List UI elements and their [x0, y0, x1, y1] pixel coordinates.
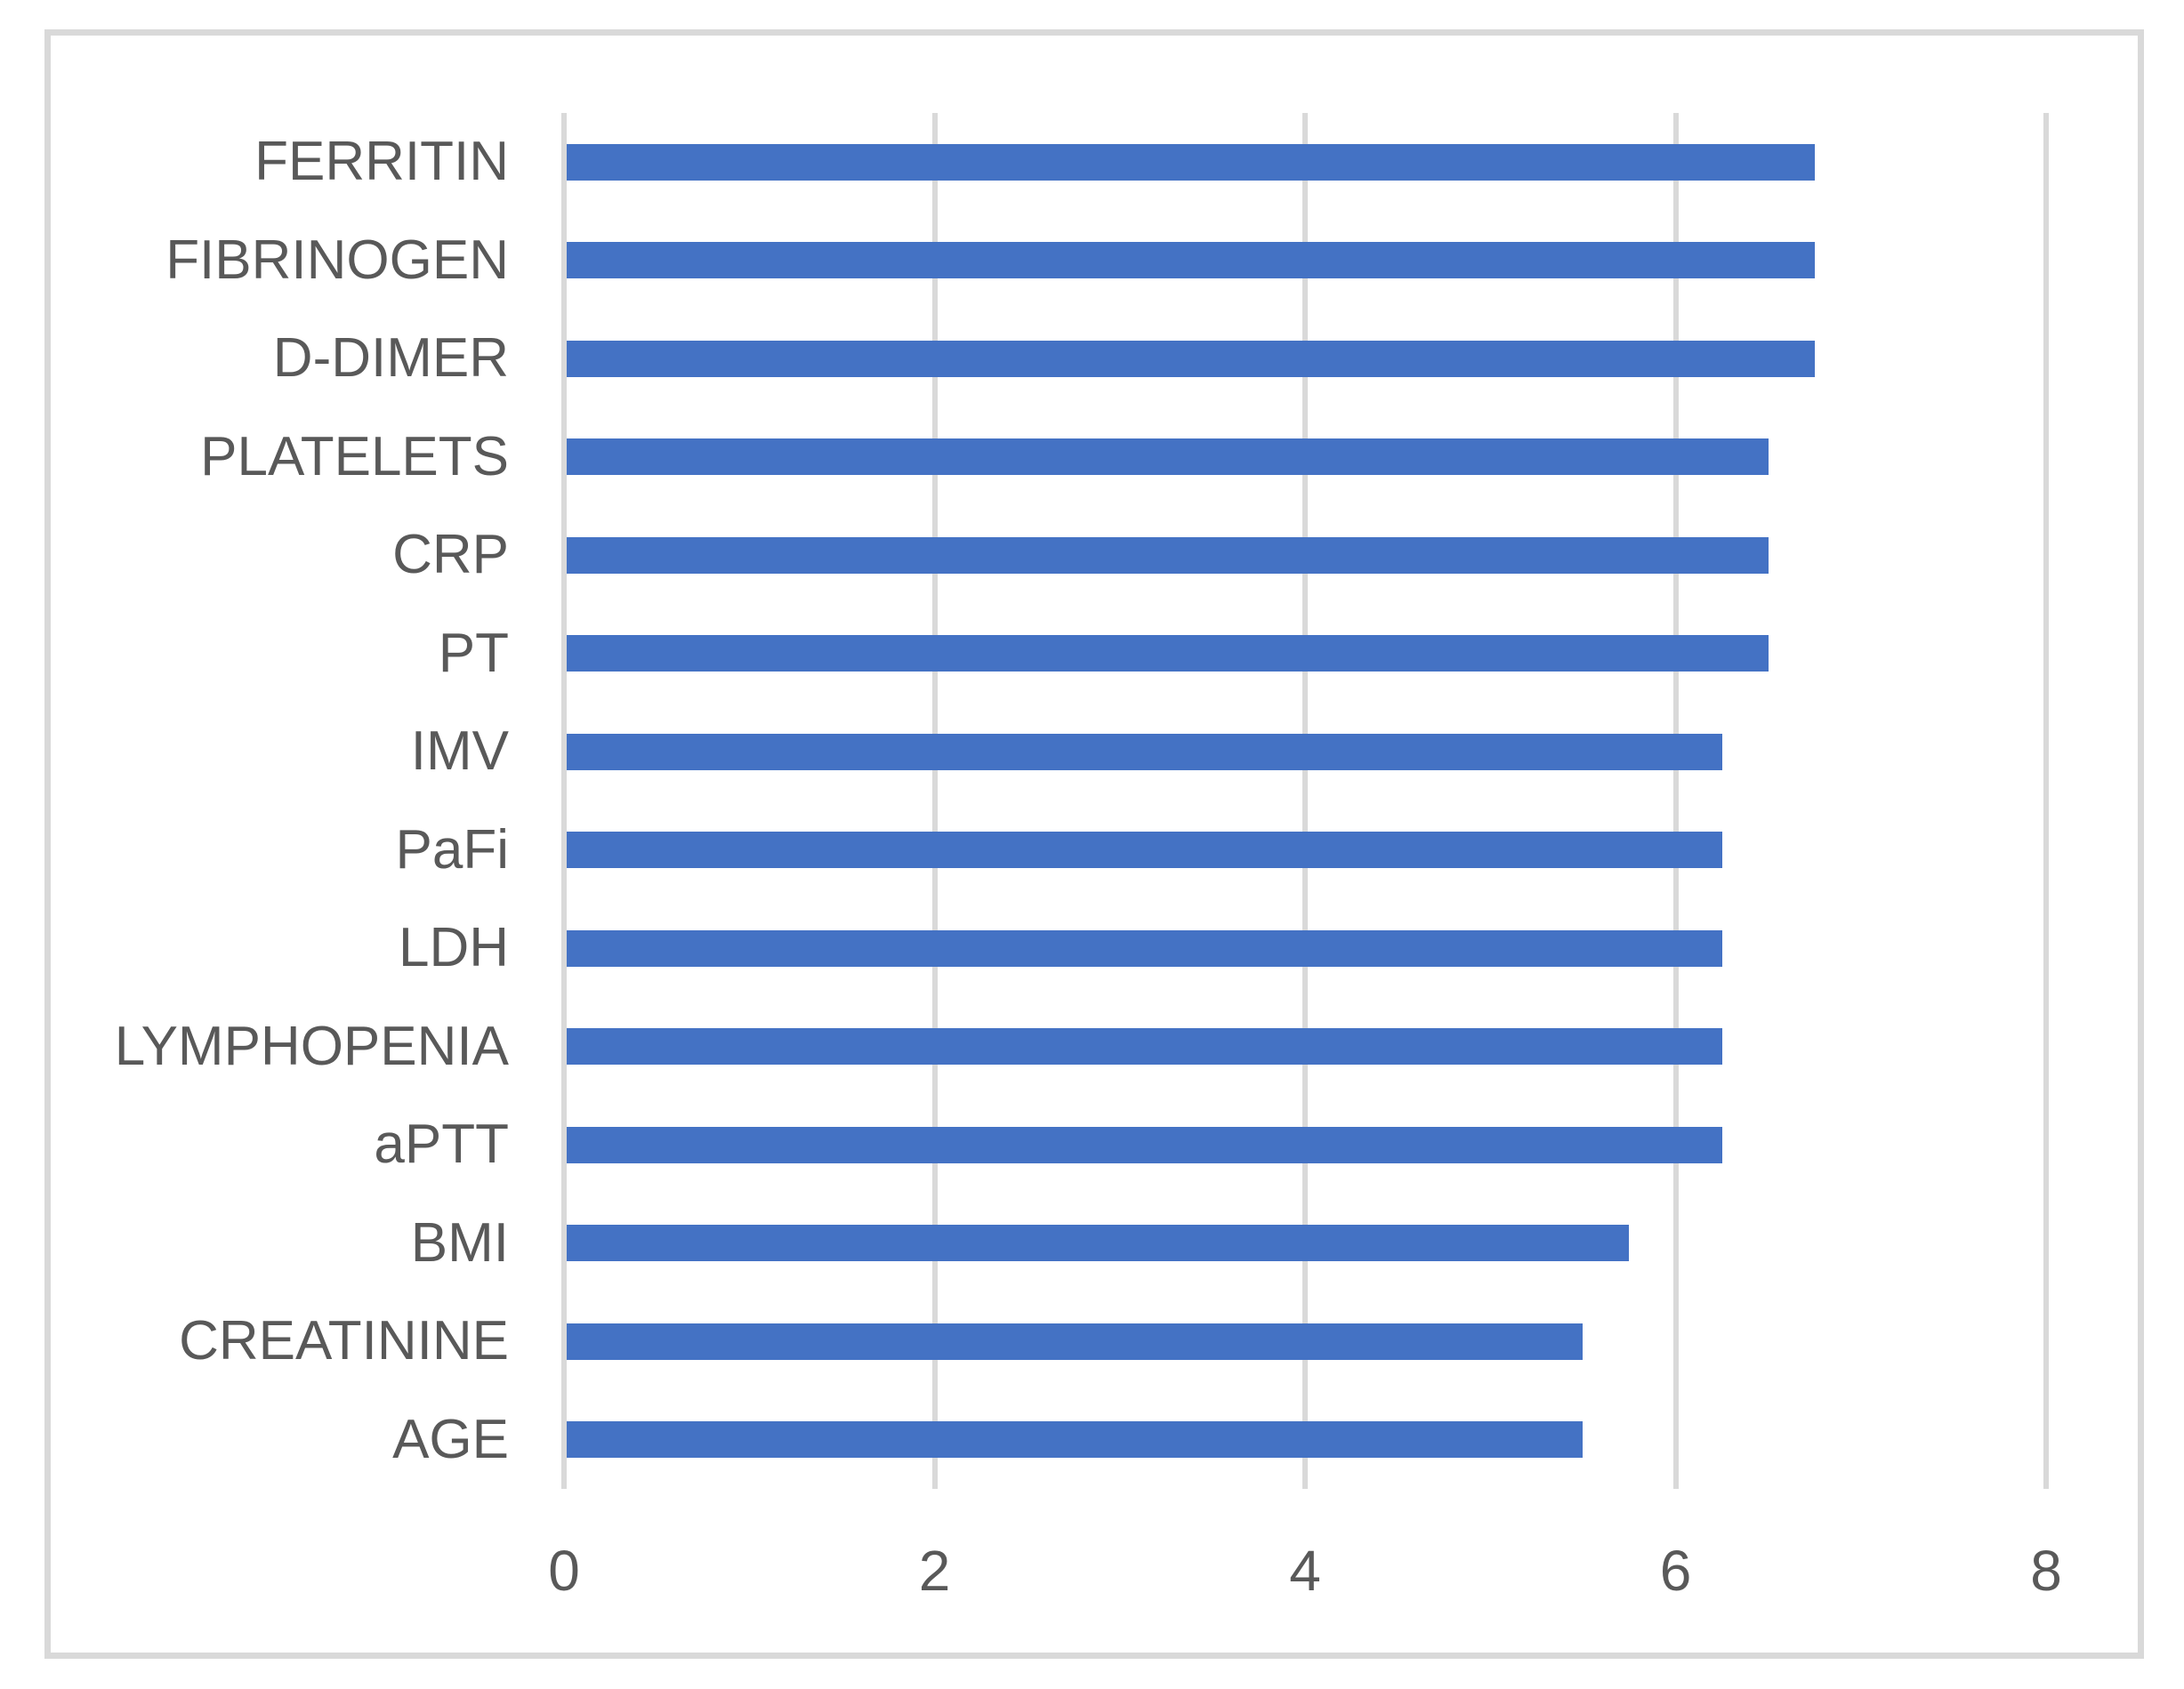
chart-frame — [44, 29, 2144, 1659]
